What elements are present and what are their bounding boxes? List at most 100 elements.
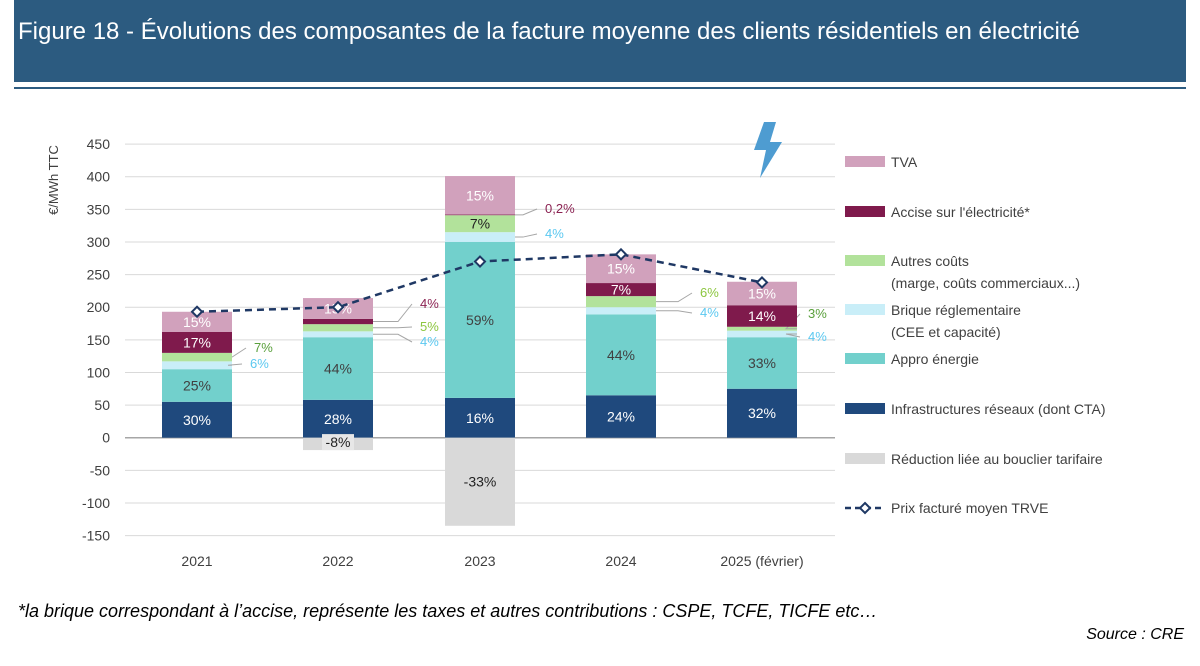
leader-line [515, 208, 538, 216]
data-label: 32% [748, 405, 776, 421]
legend-label: TVA [891, 154, 918, 170]
price-marker [331, 300, 345, 314]
data-label: -33% [464, 474, 497, 490]
data-label: 30% [183, 412, 211, 428]
x-tick-label: 2021 [181, 553, 212, 569]
bar-segment [727, 388, 797, 438]
leader-line [373, 333, 413, 343]
bar-segment [727, 305, 797, 327]
data-label: 15% [607, 261, 635, 277]
data-label: 4% [545, 226, 564, 241]
legend-label: Prix facturé moyen TRVE [891, 500, 1048, 516]
bar-segment [727, 326, 797, 331]
legend-label: Brique réglementaire (CEE et capacité) [891, 302, 1021, 340]
bar-segment [586, 283, 656, 297]
bar-segment [445, 232, 515, 242]
bar-segment [162, 311, 232, 332]
leader-line [231, 347, 247, 358]
y-tick-label: 350 [87, 201, 111, 217]
bar-segment [445, 397, 515, 438]
data-label: 4% [420, 334, 439, 349]
data-label: 24% [607, 408, 635, 424]
y-axis-label: €/MWh TTC [46, 145, 61, 215]
data-label: -8% [326, 434, 351, 450]
leader-line [785, 333, 801, 338]
price-marker [473, 255, 487, 268]
legend-label: Accise sur l'électricité* [891, 204, 1030, 220]
bar-segment [162, 361, 232, 370]
bar-segment [445, 437, 515, 526]
bar-segment [586, 395, 656, 438]
y-tick-label: 50 [94, 397, 110, 413]
data-label: 0,2% [545, 201, 575, 216]
bar-segment [727, 330, 797, 338]
bar-segment [445, 215, 515, 233]
footnote: *la brique correspondant à l’accise, rep… [18, 601, 878, 621]
data-label: 44% [324, 361, 352, 377]
y-tick-label: -100 [82, 495, 110, 511]
data-label-bg [322, 434, 354, 451]
data-label: 7% [470, 216, 490, 232]
legend-swatch [845, 156, 885, 167]
bar-segment [727, 281, 797, 306]
bar-segment [445, 214, 515, 216]
legend-swatch [845, 453, 885, 464]
figure-title: Figure 18 - Évolutions des composantes d… [18, 18, 1080, 45]
bar-segment [303, 331, 373, 338]
leader-line [373, 303, 413, 323]
legend-label: Réduction liée au bouclier tarifaire [891, 451, 1103, 467]
data-label: 4% [420, 296, 439, 311]
legend-label: Appro énergie [891, 351, 979, 367]
bar-segment [162, 331, 232, 353]
data-label: 3% [808, 306, 827, 321]
y-tick-label: 250 [87, 267, 111, 283]
y-tick-label: 0 [102, 430, 110, 446]
data-label: 44% [607, 347, 635, 363]
data-label: 28% [324, 411, 352, 427]
leader-line [656, 292, 693, 303]
data-label: 6% [250, 356, 269, 371]
legend-swatch [845, 206, 885, 217]
data-label: 15% [466, 187, 494, 203]
source: Source : CRE [1086, 626, 1184, 643]
data-label: 17% [183, 334, 211, 350]
chart: 450 400 350 300 250 200 150 100 50 0 -50 -100 -150 €/… [46, 122, 1105, 569]
y-tick-label: -50 [90, 462, 110, 478]
data-label: 16% [466, 410, 494, 426]
leader-line [227, 363, 243, 366]
legend-swatch [845, 255, 885, 266]
bar-segment [445, 176, 515, 215]
y-tick-label: 300 [87, 234, 111, 250]
legend-swatch [845, 403, 885, 414]
title-rule [14, 87, 1186, 89]
leader-line [656, 310, 693, 314]
data-label: 15% [748, 285, 776, 301]
y-tick-label: 100 [87, 364, 111, 380]
price-marker [614, 247, 628, 261]
legend-swatch [845, 304, 885, 315]
bar-segment [586, 296, 656, 308]
legend-label: Infrastructures réseaux (dont CTA) [891, 401, 1105, 417]
data-label: 5% [420, 319, 439, 334]
data-label: 4% [700, 305, 719, 320]
data-label: 7% [611, 282, 631, 298]
y-tick-label: 450 [87, 136, 111, 152]
price-marker [190, 305, 204, 319]
bar-segment [162, 352, 232, 362]
y-tick-label: 400 [87, 169, 111, 185]
x-tick-label: 2025 (février) [720, 553, 803, 569]
x-tick-label: 2022 [322, 553, 353, 569]
bar-segment [303, 399, 373, 438]
leader-line [515, 233, 538, 238]
y-tick-label: 200 [87, 299, 111, 315]
bar-segment [727, 337, 797, 389]
data-label: 14% [748, 308, 776, 324]
title-band: Figure 18 - Évolutions des composantes d… [14, 0, 1186, 82]
lightning-icon [754, 122, 782, 178]
y-tick-label: -150 [82, 528, 110, 544]
bar-segment [303, 318, 373, 325]
legend-line-marker [858, 501, 872, 515]
data-label: 59% [466, 312, 494, 328]
bar-segment [586, 307, 656, 315]
legend-label: Autres coûts (marge, coûts commerciaux...… [891, 253, 1080, 291]
